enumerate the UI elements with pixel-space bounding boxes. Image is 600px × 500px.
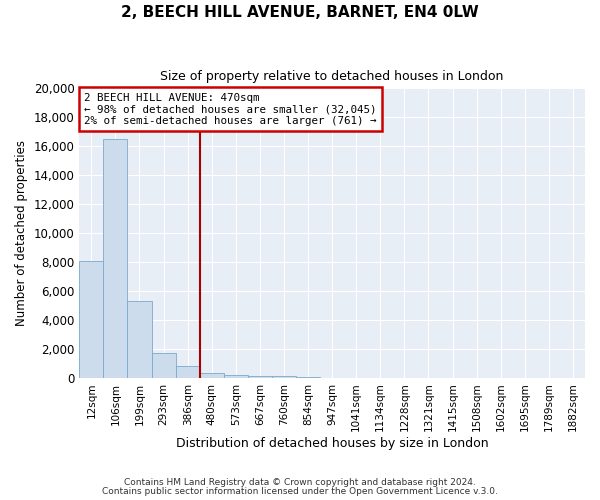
Text: 2, BEECH HILL AVENUE, BARNET, EN4 0LW: 2, BEECH HILL AVENUE, BARNET, EN4 0LW	[121, 5, 479, 20]
Text: Contains HM Land Registry data © Crown copyright and database right 2024.: Contains HM Land Registry data © Crown c…	[124, 478, 476, 487]
Bar	[176, 366, 200, 378]
Bar	[200, 373, 224, 378]
Bar	[248, 376, 272, 378]
Bar	[79, 260, 103, 378]
Bar	[272, 376, 296, 378]
Text: Contains public sector information licensed under the Open Government Licence v.: Contains public sector information licen…	[102, 487, 498, 496]
Bar	[103, 139, 127, 378]
Bar	[152, 352, 176, 378]
Bar	[224, 375, 248, 378]
Text: 2 BEECH HILL AVENUE: 470sqm
← 98% of detached houses are smaller (32,045)
2% of : 2 BEECH HILL AVENUE: 470sqm ← 98% of det…	[85, 92, 377, 126]
Bar	[127, 301, 152, 378]
Bar	[296, 376, 320, 378]
X-axis label: Distribution of detached houses by size in London: Distribution of detached houses by size …	[176, 437, 488, 450]
Y-axis label: Number of detached properties: Number of detached properties	[15, 140, 28, 326]
Title: Size of property relative to detached houses in London: Size of property relative to detached ho…	[160, 70, 504, 83]
